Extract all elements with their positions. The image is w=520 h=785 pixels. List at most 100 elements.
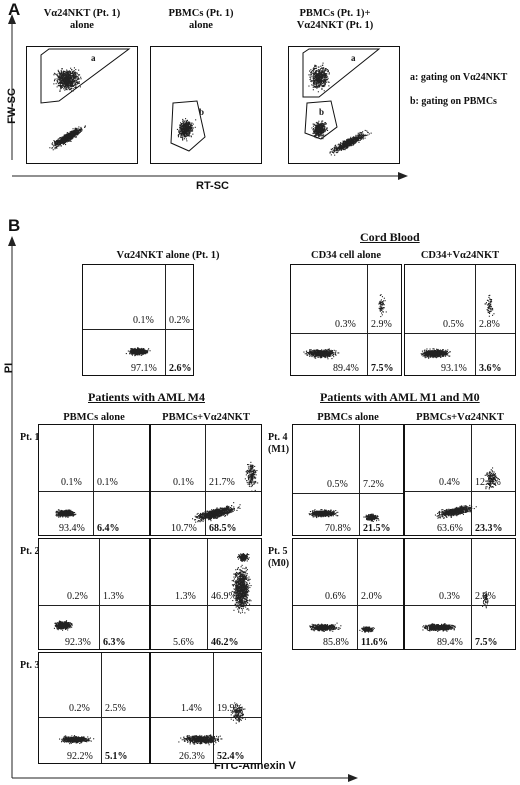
quadrant-ul-value: 0.1% bbox=[173, 477, 194, 488]
quadrant-horizontal-gate bbox=[151, 605, 261, 606]
quadrant-plot-nkt-alone: 0.1% 0.2% 97.1% 2.6% bbox=[82, 264, 194, 376]
quadrant-ll-value: 10.7% bbox=[171, 523, 197, 534]
quadrant-ll-value: 93.4% bbox=[59, 523, 85, 534]
event-cloud-1 bbox=[244, 461, 259, 492]
quadrant-lr-value: 21.5% bbox=[363, 523, 391, 534]
quadrant-horizontal-gate bbox=[405, 605, 515, 606]
col-pbmcs-nkt-m4: PBMCs+Vα24NKT bbox=[162, 412, 250, 423]
quadrant-ll-value: 70.8% bbox=[325, 523, 351, 534]
panel-a-plot-nkt: a bbox=[26, 46, 138, 164]
quadrant-vertical-gate bbox=[99, 539, 100, 649]
event-cloud-1 bbox=[378, 294, 387, 318]
quadrant-ll-value: 5.6% bbox=[173, 637, 194, 648]
quadrant-horizontal-gate bbox=[291, 333, 401, 334]
event-cloud-0 bbox=[55, 509, 77, 518]
event-cloud-0 bbox=[59, 735, 95, 745]
quadrant-ur-value: 2.9% bbox=[371, 319, 392, 330]
quadrant-lr-value: 23.3% bbox=[475, 523, 503, 534]
quadrant-plot-pt1-alone: 0.1% 0.1% 93.4% 6.4% bbox=[38, 424, 150, 536]
nkt-alone-title: Vα24NKT alone (Pt. 1) bbox=[116, 250, 220, 261]
quadrant-vertical-gate bbox=[367, 265, 368, 375]
quadrant-ur-value: 2.5% bbox=[105, 703, 126, 714]
event-cloud-0 bbox=[422, 623, 456, 632]
event-cloud-1 bbox=[230, 702, 246, 724]
quadrant-vertical-gate bbox=[471, 539, 472, 649]
quadrant-ll-value: 92.3% bbox=[65, 637, 91, 648]
event-cloud-1 bbox=[359, 626, 375, 633]
quadrant-lr-value: 6.4% bbox=[97, 523, 120, 534]
quadrant-ll-value: 89.4% bbox=[437, 637, 463, 648]
nkt-cloud bbox=[53, 67, 82, 92]
panel-a-xlabel: RT-SC bbox=[196, 180, 229, 192]
quadrant-lr-value: 2.6% bbox=[169, 363, 192, 374]
quadrant-plot-pt5-nkt: 0.3% 2.9% 89.4% 7.5% bbox=[404, 538, 516, 650]
event-cloud-0 bbox=[231, 564, 252, 614]
panel-a-title-pbmcs: PBMCs (Pt. 1) alone bbox=[168, 8, 234, 31]
quadrant-lr-value: 7.5% bbox=[475, 637, 498, 648]
aml-m1-m0-title: Patients with AML M1 and M0 bbox=[320, 390, 480, 404]
event-cloud-1 bbox=[237, 553, 250, 562]
quadrant-ur-value: 46.9% bbox=[211, 591, 237, 602]
quadrant-horizontal-gate bbox=[151, 491, 261, 492]
quadrant-horizontal-gate bbox=[293, 605, 403, 606]
event-cloud-0 bbox=[309, 622, 342, 632]
quadrant-plot-cd34-alone: 0.3% 2.9% 89.4% 7.5% bbox=[290, 264, 402, 376]
quadrant-ul-value: 0.5% bbox=[327, 479, 348, 490]
debris-cloud bbox=[49, 125, 86, 151]
quadrant-ul-value: 0.3% bbox=[439, 591, 460, 602]
quadrant-ur-value: 2.9% bbox=[475, 591, 496, 602]
quadrant-plot-cd34-nkt: 0.5% 2.8% 93.1% 3.6% bbox=[404, 264, 516, 376]
panel-a-plot-pbmcs: b bbox=[150, 46, 262, 164]
quadrant-plot-pt3-nkt: 1.4% 19.9% 26.3% 52.4% bbox=[150, 652, 262, 764]
cord-blood-title: Cord Blood bbox=[360, 230, 420, 244]
legend-gate-a: a: gating on Vα24NKT bbox=[410, 72, 508, 83]
quadrant-vertical-gate bbox=[165, 265, 166, 375]
quadrant-ur-value: 1.3% bbox=[103, 591, 124, 602]
quadrant-ur-value: 2.8% bbox=[479, 319, 500, 330]
quadrant-vertical-gate bbox=[475, 265, 476, 375]
event-cloud-1 bbox=[363, 513, 380, 522]
quadrant-lr-value: 3.6% bbox=[479, 363, 502, 374]
quadrant-vertical-gate bbox=[207, 539, 208, 649]
quadrant-ul-value: 0.6% bbox=[325, 591, 346, 602]
quadrant-ur-value: 0.2% bbox=[169, 315, 190, 326]
quadrant-horizontal-gate bbox=[83, 329, 193, 330]
panel-a-plot-mix: a b bbox=[288, 46, 400, 164]
pt1-label: Pt. 1 bbox=[20, 432, 40, 443]
pbmc-cloud-mix bbox=[311, 120, 329, 140]
quadrant-ur-value: 12.7% bbox=[475, 477, 501, 488]
debris-cloud-mix bbox=[329, 129, 372, 156]
pt4-label: Pt. 4 (M1) bbox=[268, 432, 289, 456]
quadrant-vertical-gate bbox=[213, 653, 214, 763]
quadrant-vertical-gate bbox=[471, 425, 472, 535]
quadrant-ll-value: 89.4% bbox=[333, 363, 359, 374]
quadrant-horizontal-gate bbox=[293, 493, 403, 494]
pt4-subtype: (M1) bbox=[268, 444, 290, 455]
pt2-label: Pt. 2 bbox=[20, 546, 40, 557]
panel-b-letter: B bbox=[8, 216, 21, 235]
event-cloud-0 bbox=[53, 620, 73, 631]
gate-a-label-mix: a bbox=[351, 53, 356, 63]
gate-b-label: b bbox=[199, 107, 205, 117]
quadrant-horizontal-gate bbox=[151, 717, 261, 718]
quadrant-ul-value: 0.1% bbox=[61, 477, 82, 488]
quadrant-lr-value: 6.3% bbox=[103, 637, 126, 648]
quadrant-ur-value: 21.7% bbox=[209, 477, 235, 488]
pt5-label: Pt. 5 (M0) bbox=[268, 546, 289, 570]
nkt-cloud-mix bbox=[308, 62, 330, 93]
quadrant-ur-value: 0.1% bbox=[97, 477, 118, 488]
quadrant-ll-value: 26.3% bbox=[179, 751, 205, 762]
panel-a-title-mix: PBMCs (Pt. 1)+ Vα24NKT (Pt. 1) bbox=[296, 8, 374, 31]
event-cloud-0 bbox=[178, 734, 223, 746]
event-cloud-0 bbox=[192, 502, 241, 523]
quadrant-plot-pt3-alone: 0.2% 2.5% 92.2% 5.1% bbox=[38, 652, 150, 764]
gate-a-polygon-mix bbox=[302, 48, 381, 98]
quadrant-ur-value: 19.9% bbox=[217, 703, 243, 714]
gate-b-polygon bbox=[170, 100, 206, 152]
quadrant-ll-value: 63.6% bbox=[437, 523, 463, 534]
quadrant-lr-value: 46.2% bbox=[211, 637, 239, 648]
quadrant-vertical-gate bbox=[357, 539, 358, 649]
quadrant-horizontal-gate bbox=[405, 491, 515, 492]
gate-a-label: a bbox=[91, 53, 96, 63]
event-cloud-1 bbox=[484, 467, 500, 490]
